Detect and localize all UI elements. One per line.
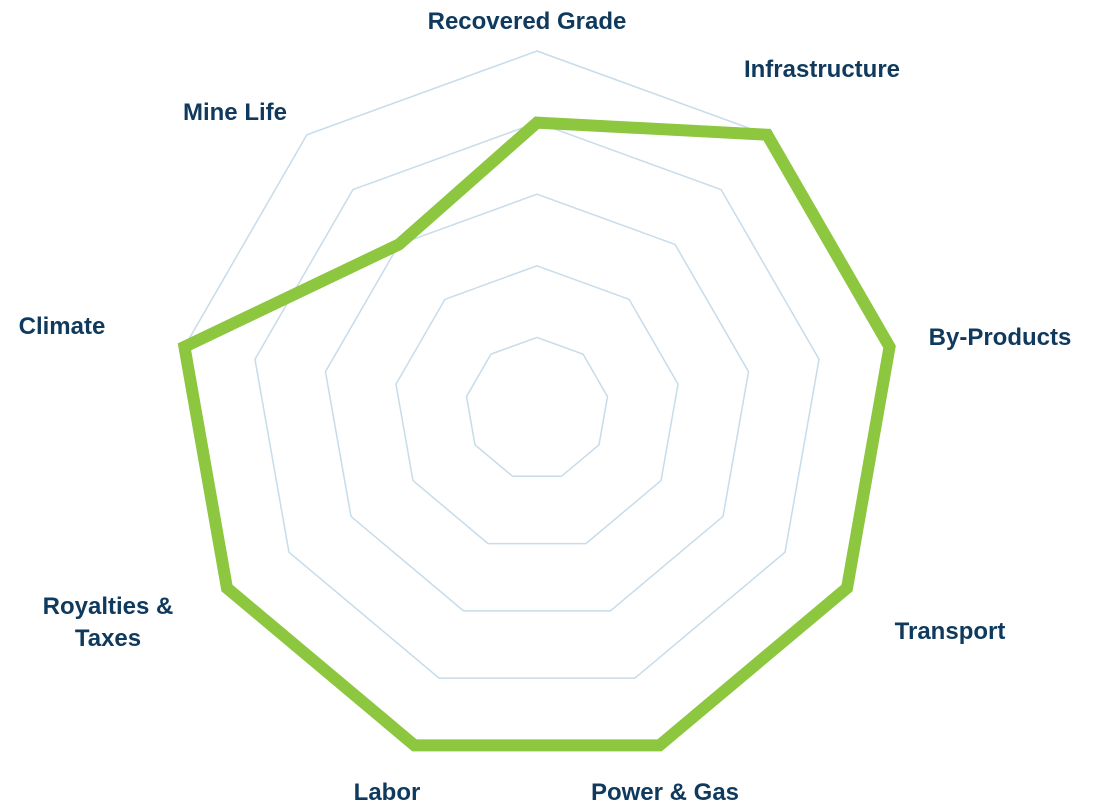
axis-label: Transport [894, 618, 1006, 645]
grid-ring [395, 265, 679, 545]
grid-ring [324, 193, 750, 612]
axis-label: Climate [18, 313, 106, 340]
data-line [177, 116, 896, 752]
axis-label: Labor [353, 779, 421, 806]
grid-ring [465, 336, 609, 478]
axis-label: Recovered Grade [427, 8, 627, 35]
grid-ring [254, 121, 820, 679]
axis-label: Royalties & Taxes [42, 593, 174, 652]
axis-label: Power & Gas [590, 779, 740, 806]
axis-label: Infrastructure [743, 56, 901, 83]
axis-label: Mine Life [182, 99, 287, 126]
axis-label: By-Products [928, 324, 1072, 351]
